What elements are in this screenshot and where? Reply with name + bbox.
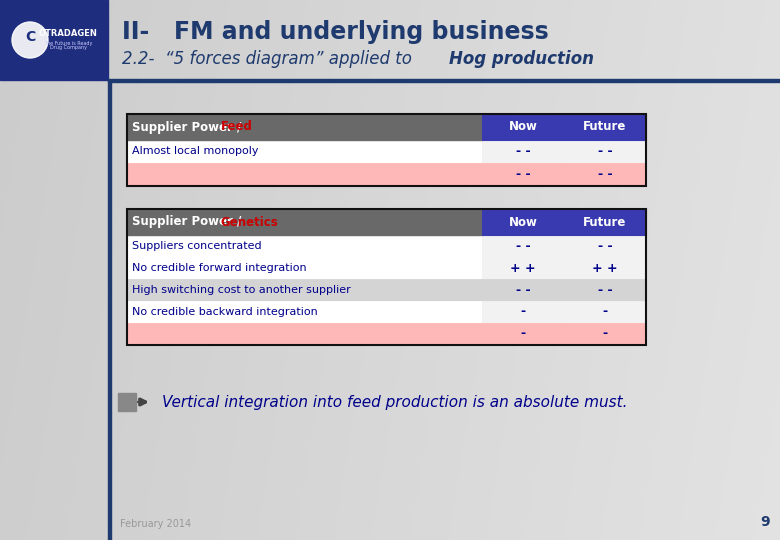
Bar [127,209,646,345]
Text: - -: - - [597,284,612,296]
Bar [564,114,646,140]
Text: High switching cost to another supplier: High switching cost to another supplier [132,285,351,295]
Bar [564,257,646,279]
Text: February 2014: February 2014 [120,519,191,529]
Bar [127,140,482,163]
Text: C: C [25,30,35,44]
Text: Future: Future [583,120,626,133]
Bar [127,279,482,301]
Text: Feed: Feed [221,120,252,133]
Bar [482,323,564,345]
Text: -: - [520,306,526,319]
Text: Supplier Power /: Supplier Power / [132,215,246,228]
Bar [564,235,646,257]
Bar [564,279,646,301]
Text: + +: + + [510,261,536,274]
Text: Now: Now [509,120,537,133]
Text: Hog production: Hog production [449,50,594,68]
Text: - -: - - [516,145,530,158]
Bar [482,279,564,301]
Text: + +: + + [592,261,618,274]
Text: 9: 9 [760,515,770,529]
Bar [127,257,482,279]
Bar [564,209,646,235]
Bar [127,114,482,140]
Bar [482,257,564,279]
Bar [564,140,646,163]
Text: - -: - - [516,240,530,253]
Bar [482,209,564,235]
Text: No credible backward integration: No credible backward integration [132,307,317,317]
Circle shape [12,22,48,58]
Text: Suppliers concentrated: Suppliers concentrated [132,241,261,251]
Bar [108,79,780,82]
Bar [482,235,564,257]
Text: Now: Now [509,215,537,228]
Bar [482,140,564,163]
Text: OTRADAGEN: OTRADAGEN [38,30,98,38]
Text: - -: - - [597,240,612,253]
Text: - -: - - [516,284,530,296]
Bar [482,301,564,323]
Text: -: - [520,327,526,341]
Text: Supplier Power /: Supplier Power / [132,120,246,133]
Text: Drug Company: Drug Company [49,44,87,50]
Bar [127,323,482,345]
Text: Almost local monopoly: Almost local monopoly [132,146,258,157]
Bar [127,301,482,323]
Text: -: - [602,327,608,341]
Bar [127,163,482,186]
Bar [564,301,646,323]
Bar [118,393,136,411]
Bar [482,163,564,186]
Text: Vertical integration into feed production is an absolute must.: Vertical integration into feed productio… [162,395,627,409]
Text: 2.2-  “5 forces diagram” applied to: 2.2- “5 forces diagram” applied to [122,50,417,68]
Text: -: - [602,306,608,319]
Bar [127,114,646,186]
Bar [127,209,482,235]
Text: No credible forward integration: No credible forward integration [132,263,307,273]
Text: - -: - - [597,168,612,181]
Bar [564,323,646,345]
Text: II-   FM and underlying business: II- FM and underlying business [122,20,549,44]
Text: - -: - - [597,145,612,158]
Text: Genetics: Genetics [221,215,278,228]
Text: - -: - - [516,168,530,181]
Bar [482,114,564,140]
Text: The Future is Ready: The Future is Ready [44,40,92,45]
Bar [127,235,482,257]
Bar [108,81,111,540]
Text: Future: Future [583,215,626,228]
Bar [0,0,108,80]
Bar [564,163,646,186]
